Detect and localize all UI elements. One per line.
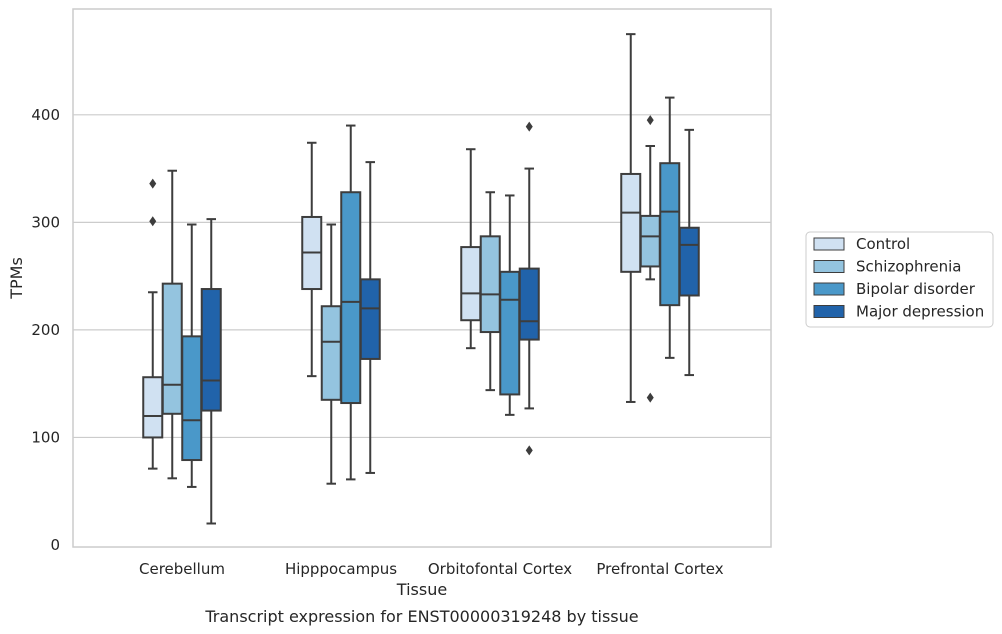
- y-tick-label-1: 100: [31, 428, 60, 446]
- box-1-0: [161, 169, 183, 480]
- box-1-1: [320, 223, 342, 485]
- legend-item-1: Schizophrenia: [813, 258, 961, 276]
- box-body: [320, 305, 342, 401]
- box-body: [639, 214, 661, 268]
- y-axis-label: TPMs: [7, 257, 26, 300]
- y-tick-label-4: 400: [31, 106, 60, 124]
- outlier-0: [646, 392, 654, 403]
- box-1-3: [639, 115, 661, 403]
- box-body: [678, 226, 700, 297]
- box-body: [161, 282, 183, 415]
- y-axis: 0 100 200 300 400: [31, 106, 60, 554]
- box-2-1: [340, 124, 362, 481]
- x-tick-label-2: Orbitofontal Cortex: [428, 560, 572, 578]
- y-tick-label-0: 0: [50, 536, 60, 554]
- x-tick-label-1: Hipppocampus: [285, 560, 397, 578]
- legend-label: Bipolar disorder: [856, 280, 976, 298]
- x-axis: Cerebellum Hipppocampus Orbitofontal Corte…: [139, 560, 724, 578]
- box-0-3: [620, 33, 642, 403]
- legend-item-3: Major depression: [813, 303, 984, 321]
- legend-frame: [805, 231, 994, 328]
- chart-caption: Transcript expression for ENST0000031924…: [204, 607, 638, 626]
- box-body: [359, 278, 381, 360]
- outlier-1: [646, 115, 654, 126]
- plot-frame: [72, 8, 772, 548]
- box-3-3: [678, 128, 700, 377]
- box-3-1: [359, 161, 381, 474]
- grid-lines: [73, 114, 771, 439]
- series-3: [200, 121, 700, 525]
- box-0-2: [460, 148, 482, 350]
- box-body: [518, 267, 540, 341]
- boxes: [142, 33, 700, 525]
- box-body: [340, 191, 362, 405]
- box-0-1: [301, 141, 323, 378]
- box-body: [200, 288, 222, 412]
- y-tick-label-3: 300: [31, 213, 60, 231]
- box-body: [181, 335, 203, 462]
- legend-label: Schizophrenia: [856, 258, 961, 276]
- outlier-1: [525, 121, 533, 132]
- legend-swatch: [813, 237, 845, 251]
- box-body: [620, 172, 642, 273]
- box-body: [142, 376, 164, 439]
- legend-item-0: Control: [813, 235, 910, 253]
- legend-label: Major depression: [856, 303, 984, 321]
- legend-label: Control: [856, 235, 910, 253]
- x-axis-label: Tissue: [396, 580, 447, 599]
- y-tick-label-2: 200: [31, 321, 60, 339]
- x-tick-label-0: Cerebellum: [139, 560, 225, 578]
- box-3-2: [518, 121, 540, 456]
- box-2-0: [181, 223, 203, 488]
- box-2-2: [499, 194, 521, 416]
- box-body: [499, 270, 521, 396]
- outlier-1: [149, 178, 157, 189]
- series-2: [181, 96, 681, 488]
- box-2-3: [659, 96, 681, 359]
- box-0-0: [142, 178, 164, 470]
- outlier-0: [149, 216, 157, 227]
- x-tick-label-3: Prefrontal Cortex: [596, 560, 723, 578]
- box-body: [659, 162, 681, 307]
- legend-swatch: [813, 260, 845, 273]
- series-1: [161, 115, 661, 485]
- box-body: [460, 246, 482, 322]
- box-3-0: [200, 218, 222, 525]
- outlier-0: [525, 445, 533, 456]
- legend-swatch: [813, 305, 845, 318]
- legend-swatch: [813, 282, 845, 296]
- legend-item-2: Bipolar disorder: [813, 280, 976, 298]
- box-body: [479, 235, 501, 334]
- legend: Control Schizophrenia Bipolar disorder Majo…: [805, 231, 994, 328]
